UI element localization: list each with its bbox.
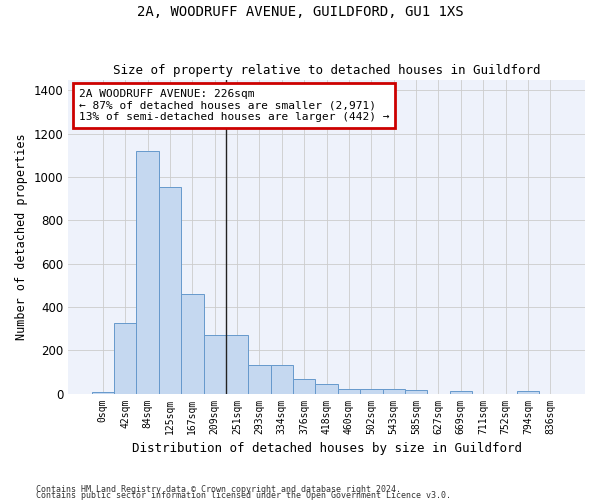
Bar [517, 391, 539, 394]
Bar [92, 392, 114, 394]
Bar [405, 390, 427, 394]
Bar [248, 366, 271, 394]
Bar [449, 391, 472, 394]
Text: Contains HM Land Registry data © Crown copyright and database right 2024.: Contains HM Land Registry data © Crown c… [36, 485, 401, 494]
X-axis label: Distribution of detached houses by size in Guildford: Distribution of detached houses by size … [131, 442, 521, 455]
Bar [271, 366, 293, 394]
Bar [383, 389, 405, 394]
Text: 2A, WOODRUFF AVENUE, GUILDFORD, GU1 1XS: 2A, WOODRUFF AVENUE, GUILDFORD, GU1 1XS [137, 5, 463, 19]
Bar [114, 323, 136, 394]
Bar [316, 384, 338, 394]
Bar [159, 186, 181, 394]
Title: Size of property relative to detached houses in Guildford: Size of property relative to detached ho… [113, 64, 541, 77]
Text: Contains public sector information licensed under the Open Government Licence v3: Contains public sector information licen… [36, 490, 451, 500]
Text: 2A WOODRUFF AVENUE: 226sqm
← 87% of detached houses are smaller (2,971)
13% of s: 2A WOODRUFF AVENUE: 226sqm ← 87% of deta… [79, 89, 389, 122]
Bar [293, 379, 316, 394]
Y-axis label: Number of detached properties: Number of detached properties [15, 133, 28, 340]
Bar [203, 335, 226, 394]
Bar [226, 335, 248, 394]
Bar [338, 389, 360, 394]
Bar [360, 389, 383, 394]
Bar [181, 294, 203, 394]
Bar [136, 151, 159, 394]
